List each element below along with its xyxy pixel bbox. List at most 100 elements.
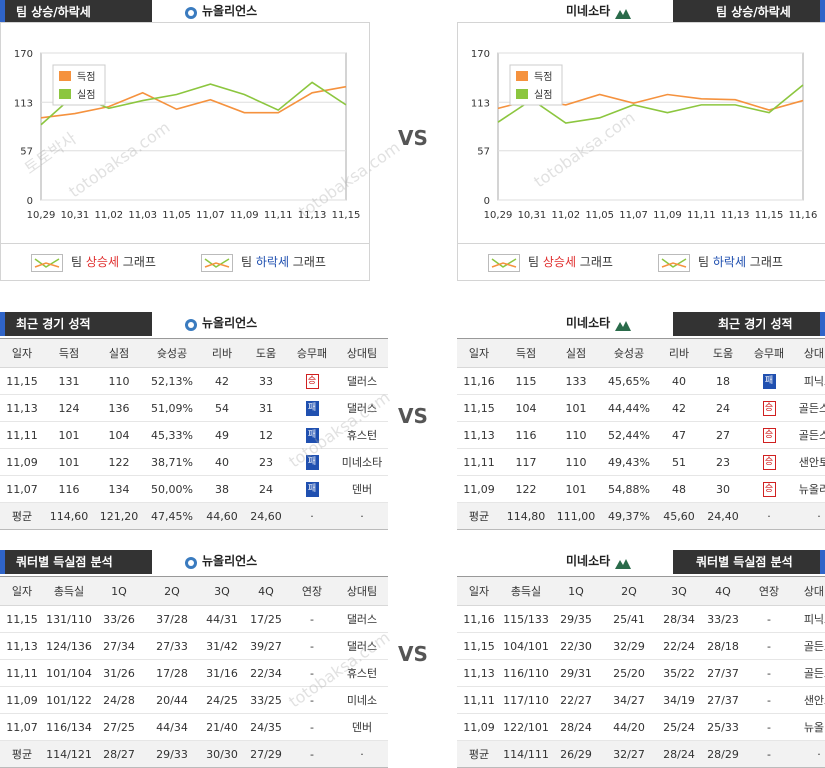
- x-tick-label: 11,07: [619, 210, 648, 221]
- team-name-right-trend: 미네소타: [566, 0, 632, 24]
- legend-suffix: 그래프: [576, 255, 613, 269]
- legend-prefix: 팀: [528, 255, 543, 269]
- legend-suffix: 그래프: [289, 255, 326, 269]
- table-cell: 11,09: [0, 449, 44, 476]
- table-cell: 댈러스: [336, 633, 388, 660]
- table-cell: 32/27: [601, 741, 657, 768]
- table-cell: 11,15: [457, 395, 501, 422]
- win-badge: 승: [306, 374, 319, 389]
- table-cell: 11,11: [457, 449, 501, 476]
- table-cell: 24/35: [244, 714, 288, 741]
- table-cell: 11,07: [0, 714, 44, 741]
- table-cell: -: [745, 660, 793, 687]
- y-tick-label: 0: [27, 196, 33, 207]
- column-header: 리바: [200, 339, 244, 368]
- x-tick-label: 11,13: [721, 210, 750, 221]
- table-cell: 44/20: [601, 714, 657, 741]
- table-cell: 22/30: [551, 633, 601, 660]
- table-cell: 45,33%: [144, 422, 200, 449]
- table-cell: 11,13: [0, 395, 44, 422]
- column-header: 4Q: [701, 577, 745, 606]
- recent-header-accent-left: [0, 312, 5, 336]
- table-cell: 12: [244, 422, 288, 449]
- table-cell: 11,11: [0, 422, 44, 449]
- table-cell: ·: [793, 741, 825, 768]
- legend-swatch: [516, 71, 528, 81]
- x-tick-label: 11,15: [332, 210, 361, 221]
- column-header: 실점: [94, 339, 144, 368]
- table-cell: 29/33: [144, 741, 200, 768]
- team-name-left-quarter: 뉴올리언스: [180, 550, 257, 574]
- table-cell: 42: [657, 395, 701, 422]
- team-logo-icon: [184, 555, 198, 569]
- table-cell: 110: [551, 422, 601, 449]
- table-cell: 49: [200, 422, 244, 449]
- table-cell: 101/104: [44, 660, 94, 687]
- up-trend-legend: 팀 상승세 그래프: [31, 252, 156, 272]
- table-cell: 11,11: [0, 660, 44, 687]
- trend-header-accent-right: [820, 0, 825, 24]
- team-name-text: 뉴올리언스: [202, 554, 257, 568]
- table-cell: 101: [44, 422, 94, 449]
- table-cell: 승: [745, 422, 793, 449]
- column-header: 연장: [288, 577, 336, 606]
- team-name-right-quarter: 미네소타: [566, 550, 632, 574]
- x-tick-label: 11,11: [264, 210, 293, 221]
- table-cell: 28/24: [657, 741, 701, 768]
- table-cell: 18: [701, 368, 745, 395]
- table-cell: 골든스테: [793, 395, 825, 422]
- y-tick-label: 113: [14, 98, 33, 109]
- table-cell: 131: [44, 368, 94, 395]
- legend-label: 득점: [77, 71, 95, 83]
- table-cell: 11,13: [457, 660, 501, 687]
- table-cell: ·: [336, 503, 388, 530]
- table-cell: 38,71%: [144, 449, 200, 476]
- column-header: 연장: [745, 577, 793, 606]
- table-cell: -: [745, 741, 793, 768]
- y-tick-label: 0: [484, 196, 490, 207]
- table-cell: 28/24: [551, 714, 601, 741]
- team-logo-icon: [184, 317, 198, 331]
- table-cell: 패: [288, 449, 336, 476]
- table-cell: 114/111: [501, 741, 551, 768]
- table-cell: 샌안토: [793, 687, 825, 714]
- team-name-text: 미네소타: [566, 554, 610, 568]
- trend-legend-row-left: 팀 상승세 그래프 팀 하락세 그래프: [0, 243, 370, 281]
- table-cell: 24/25: [200, 687, 244, 714]
- y-tick-label: 170: [14, 49, 33, 60]
- table-cell: 101: [44, 449, 94, 476]
- table-cell: 34/27: [601, 687, 657, 714]
- table-cell: 골든스테: [793, 422, 825, 449]
- column-header: 상대팀: [336, 339, 388, 368]
- table-cell: -: [288, 714, 336, 741]
- vs-label-trend: VS: [398, 126, 428, 150]
- y-tick-label: 113: [471, 98, 490, 109]
- table-cell: 11,16: [457, 368, 501, 395]
- table-cell: 35/22: [657, 660, 701, 687]
- table-cell: 평균: [0, 503, 44, 530]
- table-cell: 121,20: [94, 503, 144, 530]
- table-cell: 29/35: [551, 606, 601, 633]
- table-cell: 133: [551, 368, 601, 395]
- column-header: 득점: [44, 339, 94, 368]
- table-cell: 25/24: [657, 714, 701, 741]
- loss-badge: 패: [763, 374, 776, 389]
- table-cell: 30: [701, 476, 745, 503]
- table-cell: 33/23: [701, 606, 745, 633]
- table-cell: 골든스: [793, 660, 825, 687]
- down-trend-legend: 팀 하락세 그래프: [201, 252, 326, 272]
- table-cell: 24: [701, 395, 745, 422]
- up-trend-legend: 팀 상승세 그래프: [488, 252, 613, 272]
- table-cell: 31/42: [200, 633, 244, 660]
- table-cell: 11,09: [457, 714, 501, 741]
- table-cell: 덴버: [336, 476, 388, 503]
